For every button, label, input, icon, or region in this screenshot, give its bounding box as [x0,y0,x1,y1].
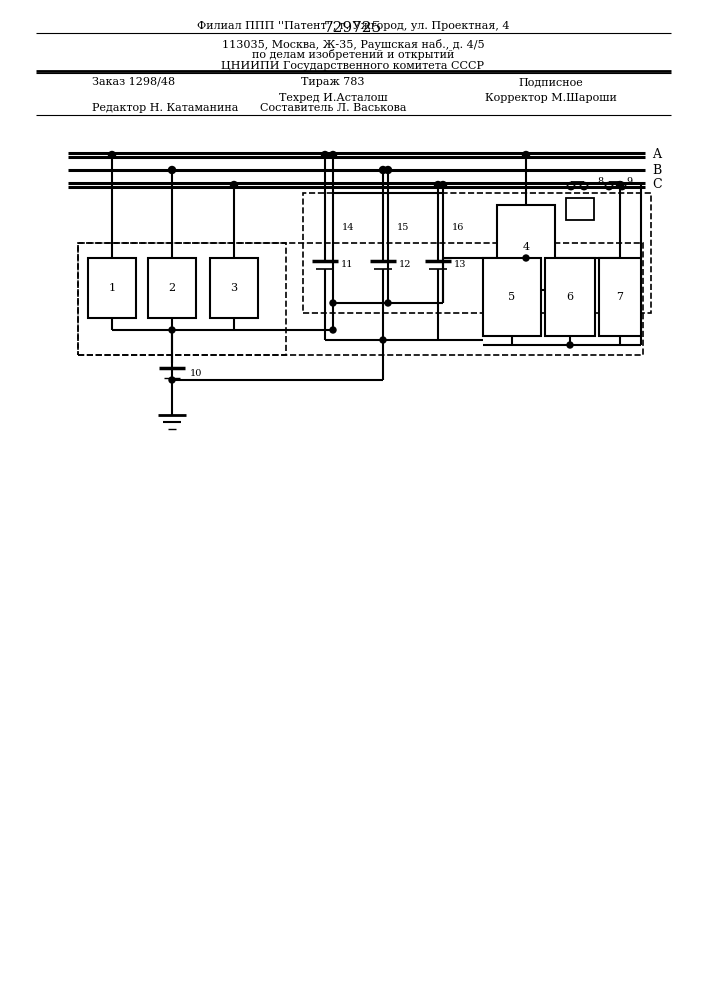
Text: 1: 1 [108,283,115,293]
Text: 16: 16 [452,224,464,232]
Bar [303,193,651,313]
Circle shape [617,182,624,188]
Text: 6: 6 [566,292,573,302]
Circle shape [108,151,115,158]
Bar [88,258,136,318]
Text: A: A [652,148,661,161]
Text: по делам изобретений и открытий: по делам изобретений и открытий [252,49,454,60]
Text: 8: 8 [597,176,603,186]
Text: C: C [652,178,662,192]
Text: 11: 11 [341,260,354,269]
Circle shape [169,377,175,383]
Circle shape [330,300,336,306]
Bar [148,258,196,318]
Text: 14: 14 [342,224,354,232]
Text: Составитель Л. Васькова: Составитель Л. Васькова [259,103,407,113]
Bar [566,198,594,220]
Circle shape [322,151,329,158]
Circle shape [385,300,391,306]
Circle shape [380,337,386,343]
Circle shape [567,342,573,348]
Text: 9: 9 [626,176,632,186]
Text: 2: 2 [168,283,175,293]
Circle shape [230,182,238,188]
Bar [483,258,541,336]
Bar [497,205,555,290]
Text: 729725: 729725 [324,21,382,35]
Circle shape [523,255,529,261]
Text: Подписное: Подписное [519,77,583,87]
Bar [599,258,641,336]
Text: 10: 10 [190,368,202,377]
Text: Тираж 783: Тираж 783 [301,77,365,87]
Text: 113035, Москва, Ж-35, Раушская наб., д. 4/5: 113035, Москва, Ж-35, Раушская наб., д. … [222,38,484,49]
Circle shape [440,182,447,188]
Text: Заказ 1298/48: Заказ 1298/48 [92,77,175,87]
Bar [545,258,595,336]
Text: Филиал ППП ''Патент'', г. Ужгород, ул. Проектная, 4: Филиал ППП ''Патент'', г. Ужгород, ул. П… [197,21,509,31]
Text: 12: 12 [399,260,411,269]
Text: B: B [652,163,661,176]
Circle shape [168,166,175,174]
Text: 5: 5 [508,292,515,302]
Text: 7: 7 [617,292,624,302]
Bar [210,258,258,318]
Bar [78,243,643,355]
Circle shape [435,182,441,188]
Circle shape [385,166,392,174]
Circle shape [169,327,175,333]
Circle shape [380,166,387,174]
Text: 3: 3 [230,283,238,293]
Text: ЦНИИПИ Государственного комитета СССР: ЦНИИПИ Государственного комитета СССР [221,61,484,71]
Bar [78,243,286,355]
Circle shape [329,151,337,158]
Text: 4: 4 [522,242,530,252]
Text: Редактор Н. Катаманина: Редактор Н. Катаманина [92,103,238,113]
Text: 15: 15 [397,224,409,232]
Text: 13: 13 [454,260,467,269]
Text: Корректор М.Шароши: Корректор М.Шароши [485,93,617,103]
Text: Техред И.Асталош: Техред И.Асталош [279,93,387,103]
Circle shape [522,151,530,158]
Circle shape [330,327,336,333]
